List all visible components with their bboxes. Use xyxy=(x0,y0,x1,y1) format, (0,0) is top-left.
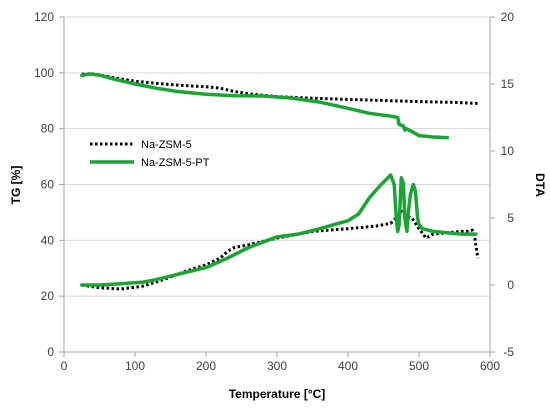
x-tick-label-100: 100 xyxy=(125,359,145,373)
y-tick-label-0: 0 xyxy=(47,345,54,359)
y2-tick-label-0: 0 xyxy=(507,278,514,292)
y2-axis-title: DTA xyxy=(533,173,547,197)
legend: Na-ZSM-5 Na-ZSM-5-PT xyxy=(90,139,210,169)
series-line-na-zsm-5-pt-dta xyxy=(80,173,478,287)
x-tick-label-300: 300 xyxy=(267,359,287,373)
y2-tick-label-10: 10 xyxy=(501,144,515,158)
y2-tick-label-15: 15 xyxy=(501,77,515,91)
y-tick-label-60: 60 xyxy=(41,178,55,192)
x-tick-label-200: 200 xyxy=(196,359,216,373)
legend-label-na-zsm-5: Na-ZSM-5 xyxy=(141,139,192,151)
series-group xyxy=(80,72,480,291)
y-axis-title: TG [%] xyxy=(9,166,23,205)
y-tick-label-80: 80 xyxy=(41,122,55,136)
x-axis-title: Temperature [°C] xyxy=(229,387,326,401)
x-tick-label-600: 600 xyxy=(480,359,500,373)
y2-tick-label-5: 5 xyxy=(507,211,514,225)
x-tick-label-500: 500 xyxy=(409,359,429,373)
series-line-na-zsm-5-tg xyxy=(81,72,480,105)
x-tick-label-0: 0 xyxy=(61,359,68,373)
y2-tick-label-20: 20 xyxy=(501,10,515,24)
y-tick-label-100: 100 xyxy=(34,66,54,80)
legend-label-na-zsm-5-pt: Na-ZSM-5-PT xyxy=(141,157,210,169)
y-tick-label-40: 40 xyxy=(41,233,55,247)
tick-labels: 0 100 200 300 400 500 600 0 20 40 60 80 100 120 -5 0 5 10… xyxy=(34,10,514,373)
series-line-na-zsm-5-pt-tg xyxy=(80,72,450,140)
x-tick-label-400: 400 xyxy=(338,359,358,373)
y2-tick-label--5: -5 xyxy=(503,345,514,359)
y-tick-label-20: 20 xyxy=(41,289,55,303)
axes xyxy=(59,16,495,357)
gridlines xyxy=(64,16,490,297)
y-tick-label-120: 120 xyxy=(34,10,54,24)
